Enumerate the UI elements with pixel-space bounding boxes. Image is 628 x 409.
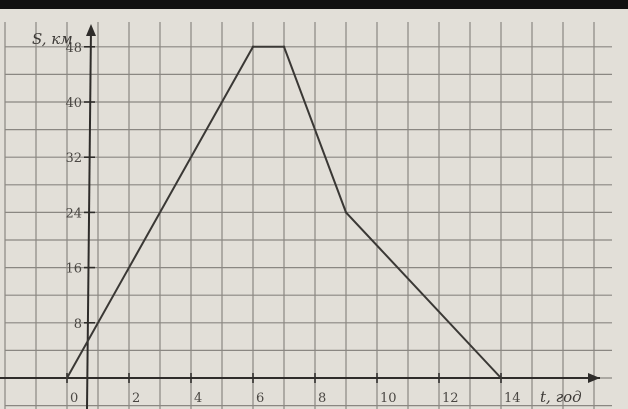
- x-axis-arrow: [588, 373, 600, 383]
- y-tick-label: 32: [65, 151, 82, 166]
- x-tick-label: 2: [132, 391, 140, 406]
- data-point: [282, 45, 286, 48]
- x-tick-label: 12: [442, 391, 459, 406]
- y-tick-label: 48: [65, 41, 82, 56]
- data-point: [344, 211, 348, 214]
- data-point: [65, 376, 69, 380]
- paper-background: [0, 9, 628, 409]
- x-tick-label: 0: [70, 391, 78, 406]
- x-tick-label: 14: [504, 391, 521, 406]
- y-axis-arrow: [86, 24, 96, 36]
- x-tick-label: 4: [194, 391, 202, 406]
- data-point: [251, 45, 255, 48]
- y-tick-label: 16: [65, 262, 82, 277]
- y-axis: [86, 27, 92, 409]
- grid: [4, 22, 612, 409]
- data-point: [499, 376, 503, 380]
- y-tick-label: 24: [65, 206, 82, 221]
- top-dark-band: [0, 0, 628, 9]
- x-tick-label: 6: [256, 391, 264, 406]
- x-tick-label: 8: [318, 391, 326, 406]
- y-tick-label: 40: [65, 96, 82, 111]
- x-axis-label: t, год: [540, 388, 582, 406]
- y-axis-label: S, км: [32, 30, 73, 48]
- y-tick-label: 8: [74, 317, 82, 332]
- x-tick-label: 10: [380, 391, 397, 406]
